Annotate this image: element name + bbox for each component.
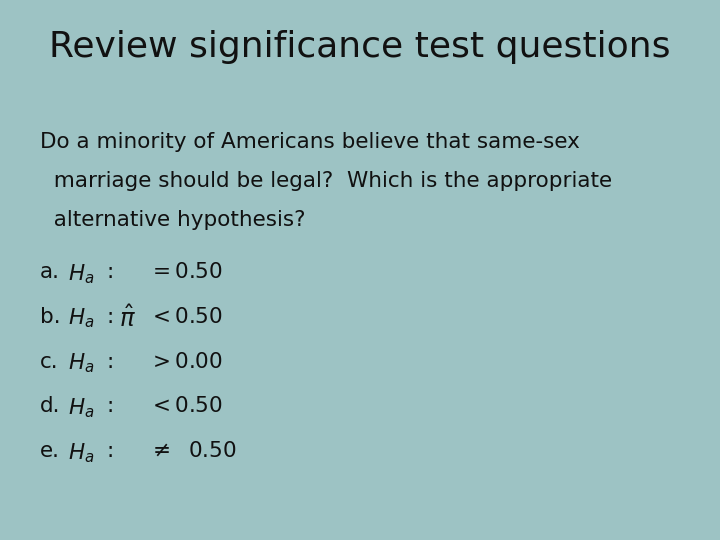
Text: marriage should be legal?  Which is the appropriate: marriage should be legal? Which is the a… [40, 171, 612, 191]
Text: $H_a$: $H_a$ [68, 396, 95, 420]
Text: :: : [107, 396, 114, 416]
Text: :: : [107, 262, 114, 282]
Text: $H_a$: $H_a$ [68, 352, 95, 375]
Text: :: : [107, 352, 114, 372]
Text: $\hat{\pi}$: $\hat{\pi}$ [119, 305, 136, 332]
Text: d.: d. [40, 396, 60, 416]
Text: alternative hypothesis?: alternative hypothesis? [40, 210, 305, 230]
Text: $= 0.50$: $= 0.50$ [148, 262, 222, 282]
Text: e.: e. [40, 441, 60, 461]
Text: b.: b. [40, 307, 60, 327]
Text: $< 0.50$: $< 0.50$ [148, 396, 222, 416]
Text: a.: a. [40, 262, 60, 282]
Text: :: : [107, 441, 114, 461]
Text: $\neq$  $0.50$: $\neq$ $0.50$ [148, 441, 236, 461]
Text: Review significance test questions: Review significance test questions [49, 30, 671, 64]
Text: $< 0.50$: $< 0.50$ [148, 307, 222, 327]
Text: $H_a$: $H_a$ [68, 262, 95, 286]
Text: :: : [107, 307, 114, 327]
Text: Do a minority of Americans believe that same-sex: Do a minority of Americans believe that … [40, 132, 580, 152]
Text: $H_a$: $H_a$ [68, 441, 95, 465]
Text: c.: c. [40, 352, 58, 372]
Text: $> 0.00$: $> 0.00$ [148, 352, 222, 372]
Text: $H_a$: $H_a$ [68, 307, 95, 330]
